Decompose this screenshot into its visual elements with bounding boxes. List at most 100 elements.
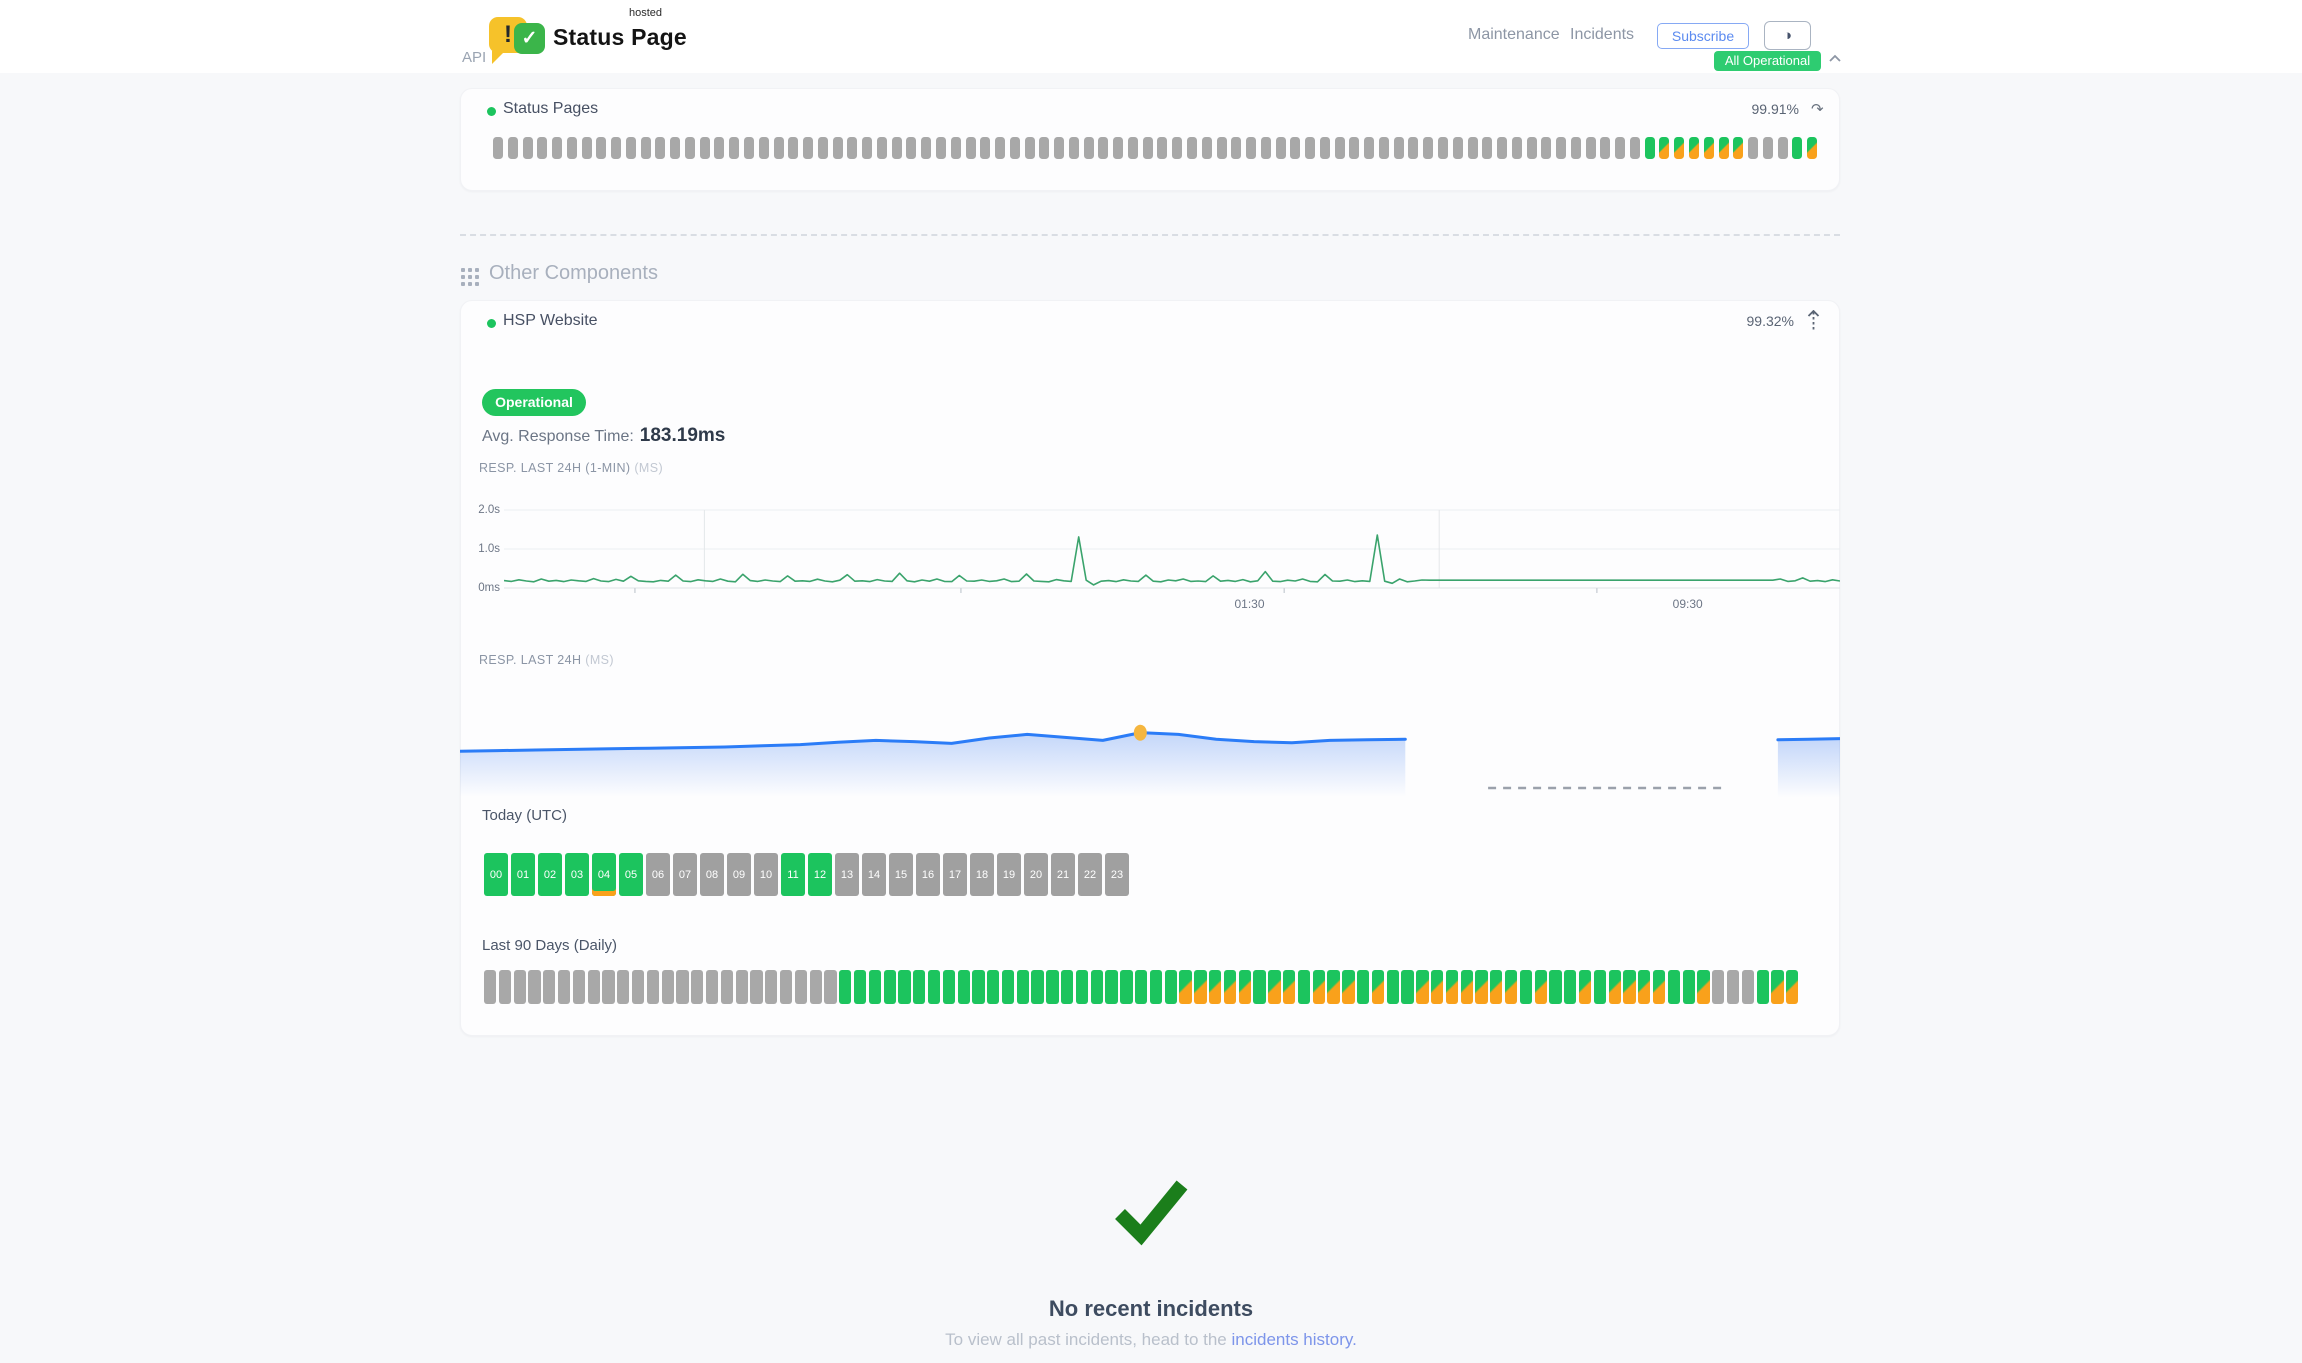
uptime-bar[interactable] xyxy=(1068,137,1079,159)
uptime-bar[interactable] xyxy=(1334,137,1345,159)
day-bar[interactable] xyxy=(1578,970,1592,1004)
day-bar[interactable] xyxy=(528,970,541,1004)
day-bar[interactable] xyxy=(1608,970,1621,1004)
day-bar[interactable] xyxy=(1371,970,1385,1004)
day-bar[interactable] xyxy=(1061,970,1074,1004)
hour-cell[interactable]: 13 xyxy=(835,853,859,896)
day-bar[interactable] xyxy=(602,970,615,1004)
uptime-bar[interactable] xyxy=(1585,137,1596,159)
uptime-bar[interactable] xyxy=(1733,137,1744,159)
hour-cell[interactable]: 04 xyxy=(592,853,616,896)
day-bar[interactable] xyxy=(631,970,645,1004)
uptime-bar[interactable] xyxy=(684,137,695,159)
day-bar[interactable] xyxy=(1016,970,1029,1004)
uptime-bar[interactable] xyxy=(1674,137,1685,159)
theme-toggle-button[interactable]: ◑ xyxy=(1764,21,1811,50)
day-bar[interactable] xyxy=(1342,970,1355,1004)
uptime-bar[interactable] xyxy=(817,137,828,159)
refresh-icon[interactable]: ↷ xyxy=(1811,101,1824,118)
hour-cell[interactable]: 06 xyxy=(646,853,670,896)
day-bar[interactable] xyxy=(1046,970,1059,1004)
day-bar[interactable] xyxy=(1667,970,1681,1004)
uptime-bar[interactable] xyxy=(1393,137,1404,159)
day-bar[interactable] xyxy=(557,970,571,1004)
hour-cell[interactable]: 00 xyxy=(484,853,508,896)
day-bar[interactable] xyxy=(1682,970,1695,1004)
uptime-bar[interactable] xyxy=(1083,137,1094,159)
uptime-bar[interactable] xyxy=(773,137,784,159)
uptime-bar[interactable] xyxy=(640,137,651,159)
day-bar[interactable] xyxy=(898,970,911,1004)
uptime-bar[interactable] xyxy=(1423,137,1434,159)
uptime-bar[interactable] xyxy=(625,137,636,159)
day-bar[interactable] xyxy=(513,970,526,1004)
day-bar[interactable] xyxy=(883,970,896,1004)
day-bar[interactable] xyxy=(1283,970,1296,1004)
day-bar[interactable] xyxy=(1490,970,1503,1004)
day-bar[interactable] xyxy=(1297,970,1311,1004)
day-bar[interactable] xyxy=(484,970,497,1004)
uptime-bar[interactable] xyxy=(1511,137,1522,159)
day-bar[interactable] xyxy=(1135,970,1148,1004)
day-bar[interactable] xyxy=(1697,970,1710,1004)
day-bar[interactable] xyxy=(646,970,660,1004)
hour-cell[interactable]: 12 xyxy=(808,853,832,896)
uptime-bar[interactable] xyxy=(1629,137,1640,159)
day-bar[interactable] xyxy=(1741,970,1755,1004)
uptime-bar[interactable] xyxy=(537,137,548,159)
day-bar[interactable] xyxy=(1312,970,1325,1004)
uptime-bar[interactable] xyxy=(1438,137,1448,159)
uptime-bar[interactable] xyxy=(1497,137,1508,159)
uptime-bar[interactable] xyxy=(847,137,858,159)
uptime-bar[interactable] xyxy=(552,137,563,159)
uptime-bar[interactable] xyxy=(788,137,799,159)
uptime-bar[interactable] xyxy=(1275,137,1286,159)
hour-cell[interactable]: 02 xyxy=(538,853,562,896)
day-bar[interactable] xyxy=(1194,970,1207,1004)
day-bar[interactable] xyxy=(1238,970,1251,1004)
uptime-bar[interactable] xyxy=(670,137,681,159)
uptime-bar[interactable] xyxy=(1570,137,1581,159)
uptime-bar[interactable] xyxy=(935,137,946,159)
uptime-bar[interactable] xyxy=(1378,137,1389,159)
uptime-bar[interactable] xyxy=(1364,137,1375,159)
collapse-chevron-icon[interactable] xyxy=(1828,52,1842,66)
uptime-bar[interactable] xyxy=(1186,137,1197,159)
day-bar[interactable] xyxy=(1105,970,1118,1004)
hour-cell[interactable]: 21 xyxy=(1051,853,1075,896)
uptime-bar[interactable] xyxy=(1600,137,1611,159)
uptime-bar[interactable] xyxy=(1762,137,1773,159)
day-bar[interactable] xyxy=(1638,970,1651,1004)
uptime-bar[interactable] xyxy=(729,137,740,159)
hour-cell[interactable]: 19 xyxy=(997,853,1021,896)
hour-cell[interactable]: 11 xyxy=(781,853,805,896)
uptime-bar[interactable] xyxy=(803,137,814,159)
uptime-bar[interactable] xyxy=(1290,137,1301,159)
day-bar[interactable] xyxy=(498,970,512,1004)
day-bar[interactable] xyxy=(1564,970,1577,1004)
day-bar[interactable] xyxy=(794,970,808,1004)
day-bar[interactable] xyxy=(1416,970,1429,1004)
day-bar[interactable] xyxy=(1756,970,1769,1004)
scroll-top-arrow-icon[interactable] xyxy=(1807,310,1820,332)
subscribe-button[interactable]: Subscribe xyxy=(1657,23,1749,49)
uptime-bar[interactable] xyxy=(1024,137,1035,159)
day-bar[interactable] xyxy=(1401,970,1414,1004)
hour-cell[interactable]: 08 xyxy=(700,853,724,896)
uptime-bar[interactable] xyxy=(1689,137,1700,159)
hour-cell[interactable]: 07 xyxy=(673,853,697,896)
uptime-bar[interactable] xyxy=(714,137,725,159)
hour-cell[interactable]: 09 xyxy=(727,853,751,896)
uptime-bar[interactable] xyxy=(1792,137,1803,159)
uptime-bar[interactable] xyxy=(566,137,577,159)
day-bar[interactable] xyxy=(1223,970,1237,1004)
uptime-bar[interactable] xyxy=(862,137,873,159)
day-bar[interactable] xyxy=(1475,970,1488,1004)
day-bar[interactable] xyxy=(1726,970,1740,1004)
uptime-bar[interactable] xyxy=(1098,137,1109,159)
uptime-bar[interactable] xyxy=(744,137,755,159)
uptime-bar[interactable] xyxy=(1807,137,1818,159)
incidents-history-link[interactable]: incidents history. xyxy=(1231,1330,1357,1349)
day-bar[interactable] xyxy=(1652,970,1666,1004)
day-bar[interactable] xyxy=(1431,970,1444,1004)
